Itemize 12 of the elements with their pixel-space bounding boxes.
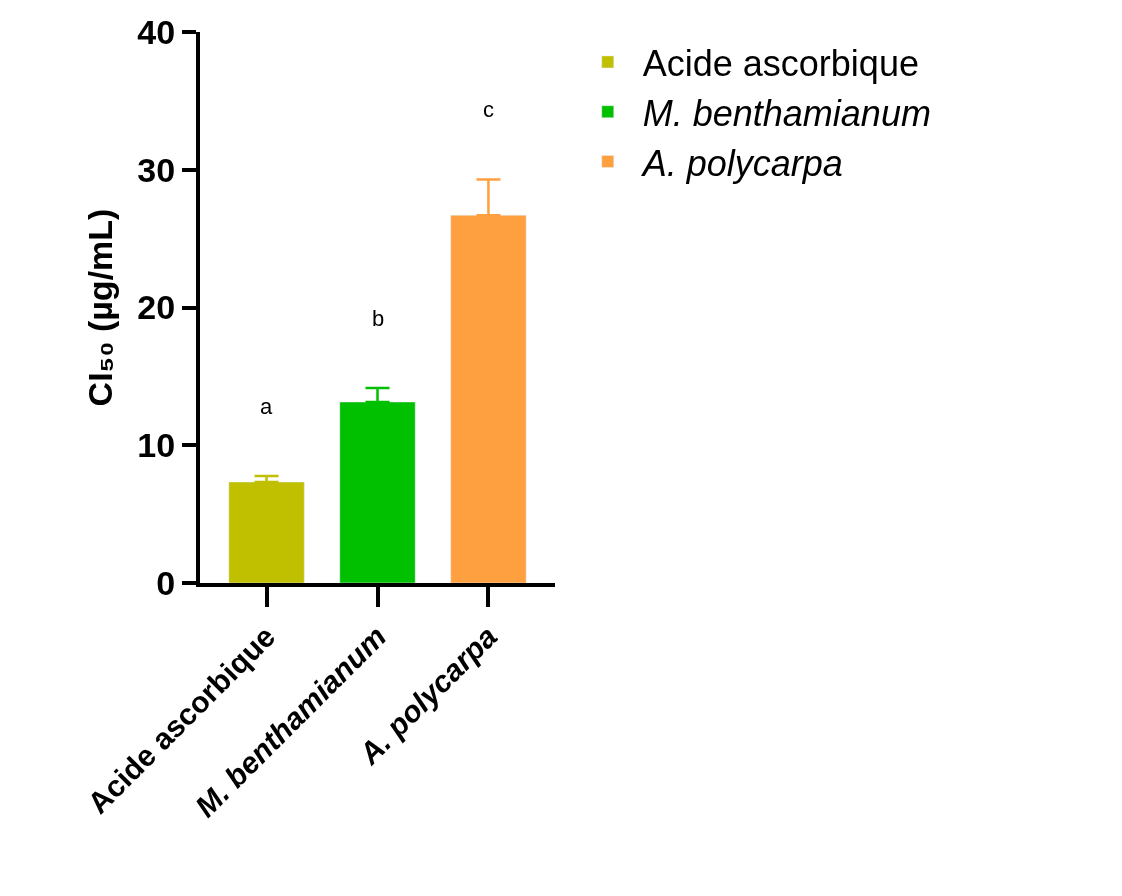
legend-label: A. polycarpa	[640, 142, 843, 184]
annotation: b	[372, 306, 385, 331]
y-tick-label: 0	[156, 563, 176, 602]
legend-label: M. benthamianum	[642, 92, 931, 134]
annotation: a	[260, 394, 273, 419]
y-axis-title: CI₅₀ (µg/mL)	[81, 208, 120, 407]
y-tick-label: 30	[137, 150, 176, 189]
y-tick-label: 10	[137, 426, 176, 465]
annotation: c	[483, 97, 494, 122]
y-tick-label: 40	[137, 12, 176, 51]
y-tick-label: 20	[137, 288, 176, 327]
legend-label: Acide ascorbique	[642, 42, 919, 84]
